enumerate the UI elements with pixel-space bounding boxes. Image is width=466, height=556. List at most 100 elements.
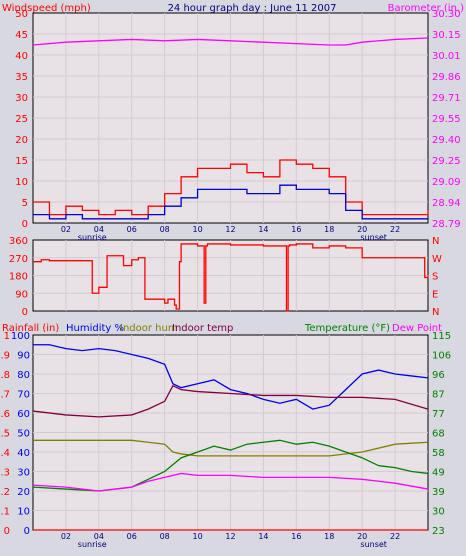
y-tick-label: 29.40 [432,135,461,146]
y-tick-label: E [432,289,438,300]
y-tick-label: 20 [15,135,28,146]
y-tick-label: 30.01 [432,51,461,62]
y-tick-label: 30.30 [432,9,461,20]
p3-series [32,344,429,531]
y-tick-label: 0.7 [0,390,10,401]
y-tick-label: 58 [432,448,445,459]
indoor-hum-axis-title: Indoor hum [120,323,178,334]
x-annotation: sunset [360,233,387,242]
y-tick-label: 0.3 [0,468,10,479]
y-tick-label: 29.25 [432,156,461,167]
y-tick-label: 0.2 [0,487,10,498]
rainfall-ticks: 0 0.1 0.2 0.3 0.4 0.5 0.6 0.7 0.8 0.9 1 [0,331,10,537]
y-tick-label: 0 [4,526,10,537]
chart-title: 24 hour graph day : June 11 2007 [168,3,337,14]
y-tick-label: 68 [432,429,445,440]
y-tick-label: 0.4 [0,448,10,459]
y-tick-label: N [432,307,439,318]
direction-line-0 [33,243,429,312]
y-tick-label: 50 [17,429,30,440]
humidity-axis-title: Humidity % [66,323,124,334]
x-tick-label: 18 [324,225,334,234]
y-tick-label: 77 [432,409,445,420]
y-tick-label: 87 [432,390,445,401]
direction-degree-ticks: 0 90 180 270 360 [9,236,28,318]
y-tick-label: 0.1 [0,507,10,518]
barometer-axis-title: Barometer (in.) [388,3,464,14]
y-tick-label: 115 [432,331,451,342]
y-tick-label: 360 [9,236,28,247]
y-tick-label: 30 [17,468,30,479]
x-tick-label: 10 [192,225,202,234]
y-tick-label: 29.86 [432,72,461,83]
x-tick-label: 22 [390,225,400,234]
y-tick-label: 30 [432,507,445,518]
x-tick-label: 04 [94,225,104,234]
dewpoint-axis-title: Dew Point [392,323,442,334]
x-tick-label: 16 [291,532,301,541]
y-tick-label: 40 [17,448,30,459]
barometer-ticks: 28.79 28.94 29.09 29.25 29.40 29.55 29.71 29.86… [432,9,461,230]
y-tick-label: 25 [15,114,28,125]
y-tick-label: 0.9 [0,351,10,362]
y-tick-label: W [432,254,442,265]
y-tick-label: 0 [22,307,28,318]
y-tick-label: 80 [17,370,30,381]
y-tick-label: 10 [15,177,28,188]
x-tick-label: 12 [225,225,235,234]
y-tick-label: 0 [22,219,28,230]
x-tick-label: 06 [127,532,137,541]
y-tick-label: 23 [432,526,445,537]
x-tick-label: 02 [61,225,71,234]
p1-x-ticks: 02 04 06 08 10 12 14 16 18 20 22 sunrise sunset [61,225,400,242]
series-line-3 [32,439,429,492]
y-tick-label: 106 [432,351,451,362]
rainfall-axis-title: Rainfall (in) [2,323,59,334]
x-tick-label: 12 [225,532,235,541]
y-tick-label: 90 [17,351,30,362]
p1-gridlines [33,13,428,223]
y-tick-label: 28.94 [432,198,461,209]
temperature-axis-title: Temperature (°F) [304,323,390,334]
y-tick-label: 5 [22,198,28,209]
y-tick-label: 15 [15,156,28,167]
y-tick-label: 10 [17,507,30,518]
x-tick-label: 06 [127,225,137,234]
x-tick-label: 20 [357,225,367,234]
y-tick-label: 180 [9,272,28,283]
y-tick-label: 96 [432,370,445,381]
series-line-0 [32,37,429,46]
y-tick-label: 35 [15,72,28,83]
x-tick-label: 20 [357,532,367,541]
y-tick-label: 90 [15,289,28,300]
y-tick-label: 39 [432,487,445,498]
series-line-0 [33,344,429,410]
y-tick-label: 49 [432,468,445,479]
x-tick-label: 14 [258,532,268,541]
y-tick-label: 0.6 [0,409,10,420]
windspeed-axis-title: Windspeed (mph) [2,3,91,14]
p3-gridlines [33,335,428,530]
indoor-temp-axis-title: Indoor temp [172,323,233,334]
x-tick-label: 08 [160,532,170,541]
y-tick-label: 40 [15,51,28,62]
y-tick-label: 0.5 [0,429,10,440]
p2-series [33,243,429,312]
p1-series [32,37,429,220]
y-tick-label: N [432,236,439,247]
x-annotation: sunrise [78,540,107,549]
y-tick-label: 0 [24,526,30,537]
x-tick-label: 02 [61,532,71,541]
humidity-ticks: 0 10 20 30 40 50 60 70 80 90 100 [11,331,30,537]
y-tick-label: 30 [15,93,28,104]
y-tick-label: 28.79 [432,219,461,230]
y-tick-label: S [432,272,438,283]
y-tick-label: 29.55 [432,114,461,125]
y-tick-label: 30.15 [432,30,461,41]
x-tick-label: 08 [160,225,170,234]
x-annotation: sunset [360,540,387,549]
p3-x-ticks: 02 04 06 08 10 12 14 16 18 20 22 sunrise sunset [61,532,400,549]
y-tick-label: 29.09 [432,177,461,188]
